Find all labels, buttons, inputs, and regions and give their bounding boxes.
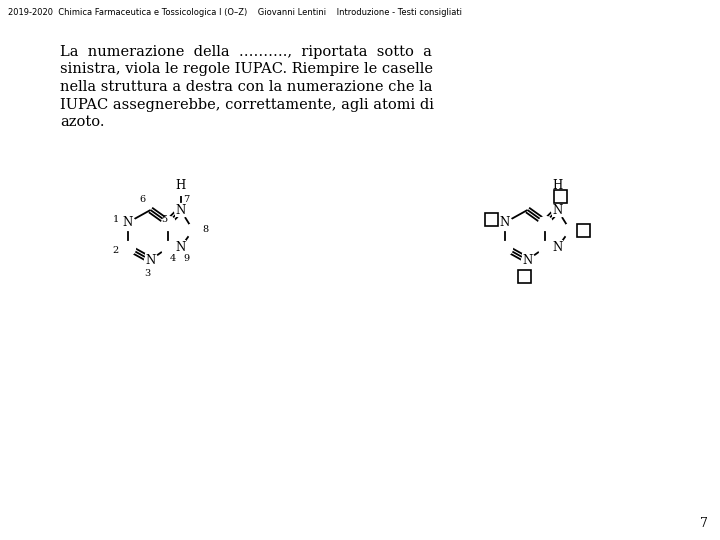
Text: 6: 6 [140,195,146,204]
Text: 3: 3 [145,269,151,278]
Text: La  numerazione  della  ……….,  riportata  sotto  a: La numerazione della ………., riportata sot… [60,45,432,59]
Text: H: H [552,179,562,192]
Text: N: N [552,204,562,217]
Text: 8: 8 [202,226,208,234]
Text: 2019-2020  Chimica Farmaceutica e Tossicologica I (O–Z)    Giovanni Lentini    I: 2019-2020 Chimica Farmaceutica e Tossico… [8,8,462,17]
Text: IUPAC assegnerebbe, correttamente, agli atomi di: IUPAC assegnerebbe, correttamente, agli … [60,98,434,111]
Text: 5: 5 [161,215,167,224]
Text: N: N [145,253,156,267]
Text: N: N [176,241,186,254]
Text: 2: 2 [113,246,119,255]
Text: sinistra, viola le regole IUPAC. Riempire le caselle: sinistra, viola le regole IUPAC. Riempir… [60,63,433,77]
Bar [554,190,567,203]
Text: 7: 7 [700,517,708,530]
Text: N: N [500,216,510,229]
Text: H: H [176,179,186,192]
Bar [518,269,531,283]
Text: 7: 7 [183,195,189,204]
Text: 1: 1 [113,215,119,224]
Text: N: N [523,253,533,267]
Bar [485,213,498,226]
Text: N: N [176,204,186,217]
Text: azoto.: azoto. [60,115,104,129]
Text: N: N [552,241,562,254]
Text: nella struttura a destra con la numerazione che la: nella struttura a destra con la numerazi… [60,80,433,94]
Text: 9: 9 [183,254,189,263]
Text: N: N [123,216,133,229]
Bar [577,224,590,237]
Text: 4: 4 [170,254,176,263]
